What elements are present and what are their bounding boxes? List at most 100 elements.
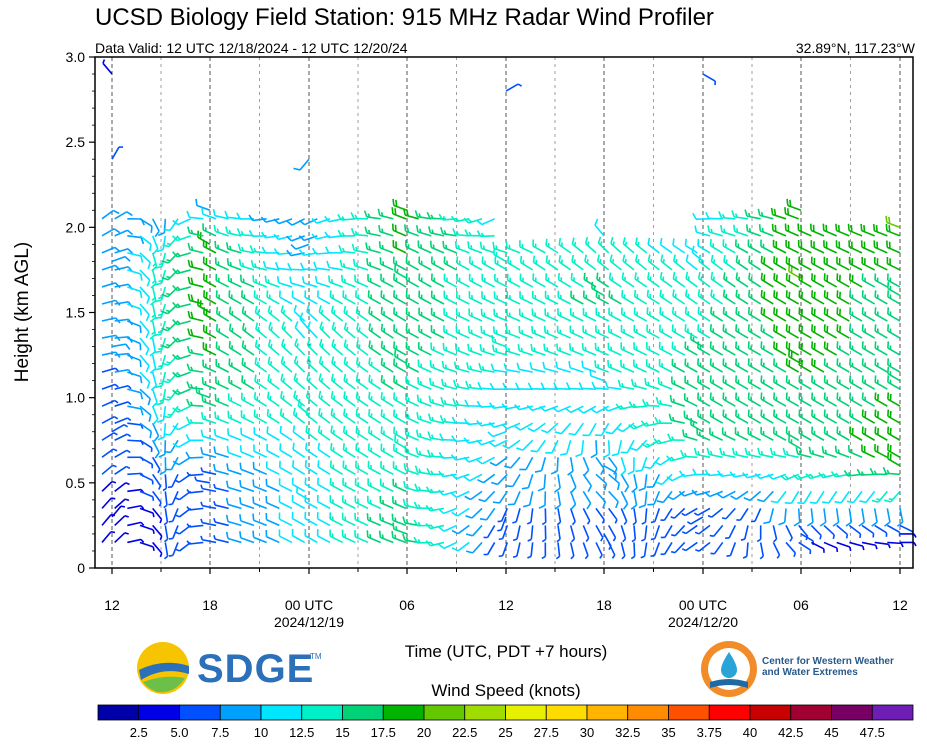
barb-staff: [114, 301, 129, 305]
barb-staff: [139, 320, 150, 333]
wind-barb: [318, 373, 331, 390]
barb-half-flag: [839, 362, 841, 367]
wind-barb: [763, 508, 775, 525]
wind-barb: [506, 308, 521, 322]
barb-flag: [645, 359, 648, 366]
barb-staff: [497, 473, 508, 486]
barb-flag: [839, 325, 842, 333]
barb-staff: [811, 313, 825, 322]
barb-half-flag: [168, 520, 173, 523]
barb-half-flag: [330, 279, 334, 284]
barb-flag: [875, 225, 878, 232]
y-tick-label: 2.5: [66, 134, 86, 150]
wind-barb: [795, 447, 812, 459]
barb-half-flag: [420, 311, 423, 316]
wind-barb: [380, 443, 394, 458]
wind-barb: [809, 223, 825, 237]
barb-flag: [492, 241, 495, 249]
barb-half-flag: [158, 382, 164, 385]
wind-barb: [488, 439, 508, 448]
barb-flag: [773, 324, 776, 332]
barb-flag: [418, 290, 421, 298]
barb-half-flag: [320, 395, 323, 400]
barb-staff: [823, 541, 838, 549]
wind-barb: [152, 490, 162, 507]
barb-half-flag: [737, 379, 740, 384]
barb-staff: [663, 507, 673, 521]
barb-half-flag: [345, 430, 348, 435]
barb-flag: [391, 530, 394, 538]
wind-barb: [759, 542, 765, 560]
wind-barb: [151, 218, 160, 238]
wind-barb: [719, 447, 736, 459]
wind-barb: [834, 445, 850, 459]
barb-flag: [200, 429, 204, 437]
barb-flag: [669, 394, 673, 402]
wind-barb: [354, 530, 369, 544]
barb-flag: [792, 474, 799, 480]
wind-barb: [671, 306, 686, 322]
barb-flag: [532, 255, 536, 263]
barb-half-flag: [560, 277, 563, 282]
barb-flag: [225, 497, 229, 505]
barb-half-flag: [243, 294, 246, 299]
barb-flag: [154, 299, 162, 303]
wind-barb: [539, 405, 559, 412]
barb-half-flag: [357, 499, 359, 504]
wind-barb: [265, 512, 280, 527]
barb-flag: [516, 447, 524, 451]
barb-flag: [747, 375, 750, 383]
wind-barb: [620, 342, 635, 356]
barb-half-flag: [445, 346, 448, 351]
barb-flag: [641, 442, 648, 448]
barb-staff: [127, 472, 142, 476]
wind-barb: [516, 362, 533, 373]
barb-flag: [778, 521, 786, 526]
barb-flag: [494, 256, 497, 264]
barb-flag: [479, 344, 483, 351]
wind-barb: [127, 337, 142, 351]
barb-flag: [849, 392, 852, 400]
wind-barb: [405, 393, 420, 407]
barb-staff: [633, 525, 637, 540]
barb-staff: [754, 508, 762, 522]
barb-flag: [825, 241, 828, 249]
barb-staff: [744, 525, 749, 540]
barb-staff: [127, 488, 142, 493]
wind-barb: [172, 456, 192, 466]
barb-staff: [227, 486, 242, 493]
barb-half-flag: [495, 329, 498, 335]
barb-staff: [152, 541, 163, 554]
barb-half-flag: [612, 537, 617, 542]
barb-flag: [694, 225, 698, 233]
barb-flag: [140, 408, 144, 416]
wind-barb: [836, 392, 850, 407]
barb-staff: [569, 474, 577, 488]
wind-barb: [515, 382, 533, 390]
wind-barb: [266, 443, 280, 458]
barb-flag: [748, 289, 751, 297]
wind-barb: [871, 490, 888, 503]
colorbar: Wind Speed (knots)2.5 5.0 7.5 10 12.5 15 17.5 2…: [97, 681, 914, 740]
barb-flag: [292, 460, 295, 467]
barb-staff: [643, 542, 648, 557]
sdge-trademark: TM: [310, 652, 322, 661]
barb-half-flag: [508, 329, 511, 335]
wind-barb: [127, 354, 142, 368]
wind-barb: [427, 413, 445, 424]
barb-flag: [682, 429, 685, 437]
barb-flag: [186, 398, 191, 406]
barb-staff: [127, 439, 142, 442]
barb-half-flag: [354, 214, 358, 219]
barb-half-flag: [166, 343, 171, 347]
barb-flag: [318, 373, 322, 381]
wind-barb: [266, 391, 280, 407]
barb-half-flag: [711, 431, 714, 436]
barb-flag: [785, 409, 788, 417]
barb-half-flag: [355, 262, 359, 267]
wind-barb: [453, 361, 470, 373]
wind-barb: [378, 530, 394, 544]
barb-flag: [405, 240, 407, 247]
barb-flag: [212, 209, 216, 216]
wind-barb: [767, 473, 787, 480]
